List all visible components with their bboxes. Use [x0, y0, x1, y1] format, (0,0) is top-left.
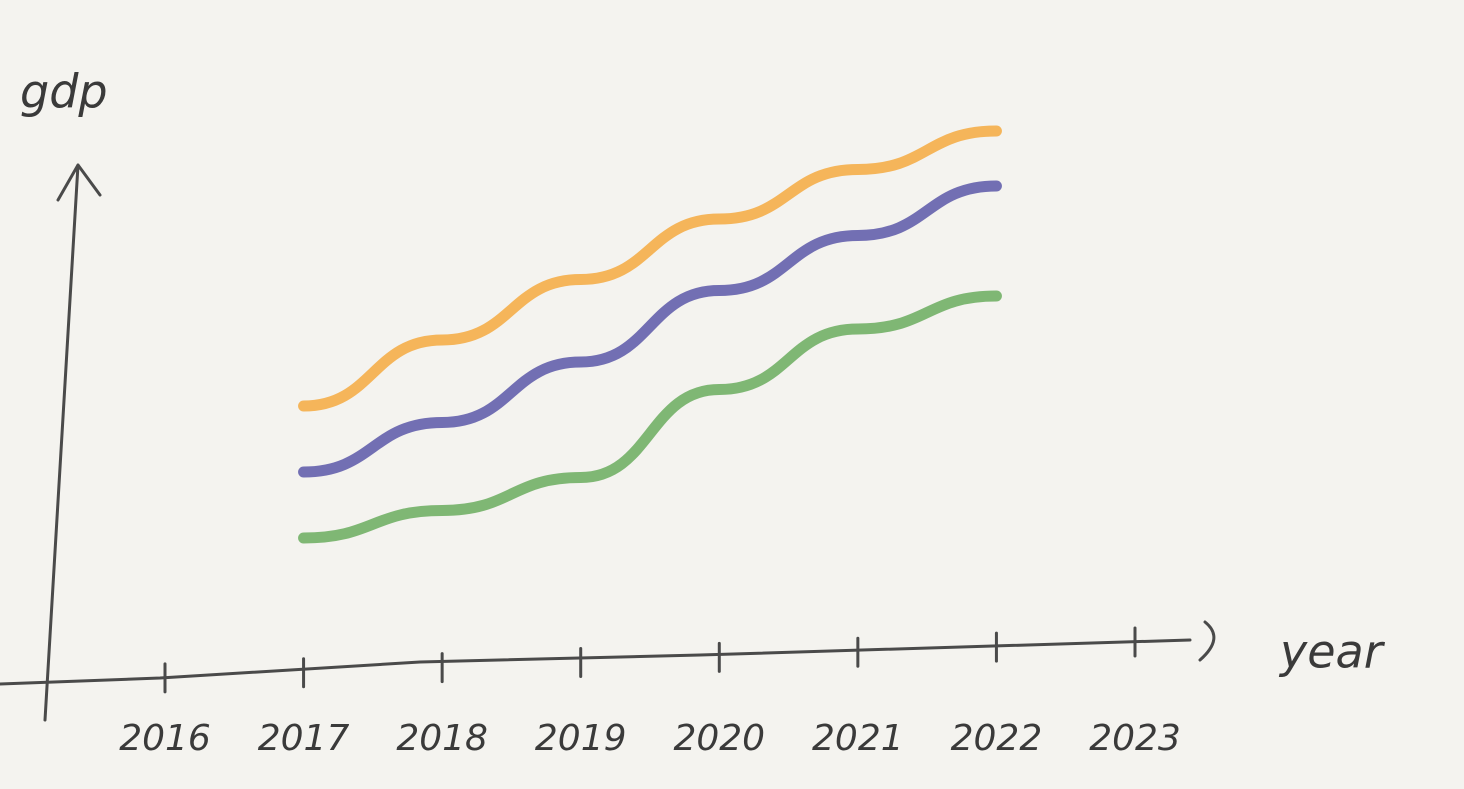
x-tick-label: 2016: [119, 718, 211, 759]
x-tick-label: 2018: [396, 718, 488, 759]
x-tick-label: 2017: [258, 718, 350, 759]
data-line: [298, 180, 1002, 478]
x-axis: [0, 620, 1216, 686]
y-axis: [43, 163, 102, 722]
x-tick-label: 2022: [951, 718, 1043, 759]
x-tick-label: 2023: [1089, 718, 1181, 759]
data-line: [298, 125, 1002, 412]
data-line: [298, 290, 1002, 544]
y-axis-label: gdp: [20, 65, 108, 119]
x-axis-label: year: [1278, 625, 1386, 679]
x-tick-label: 2021: [812, 718, 904, 759]
x-tick-label: 2019: [535, 718, 627, 759]
x-tick-label: 2020: [673, 718, 765, 759]
